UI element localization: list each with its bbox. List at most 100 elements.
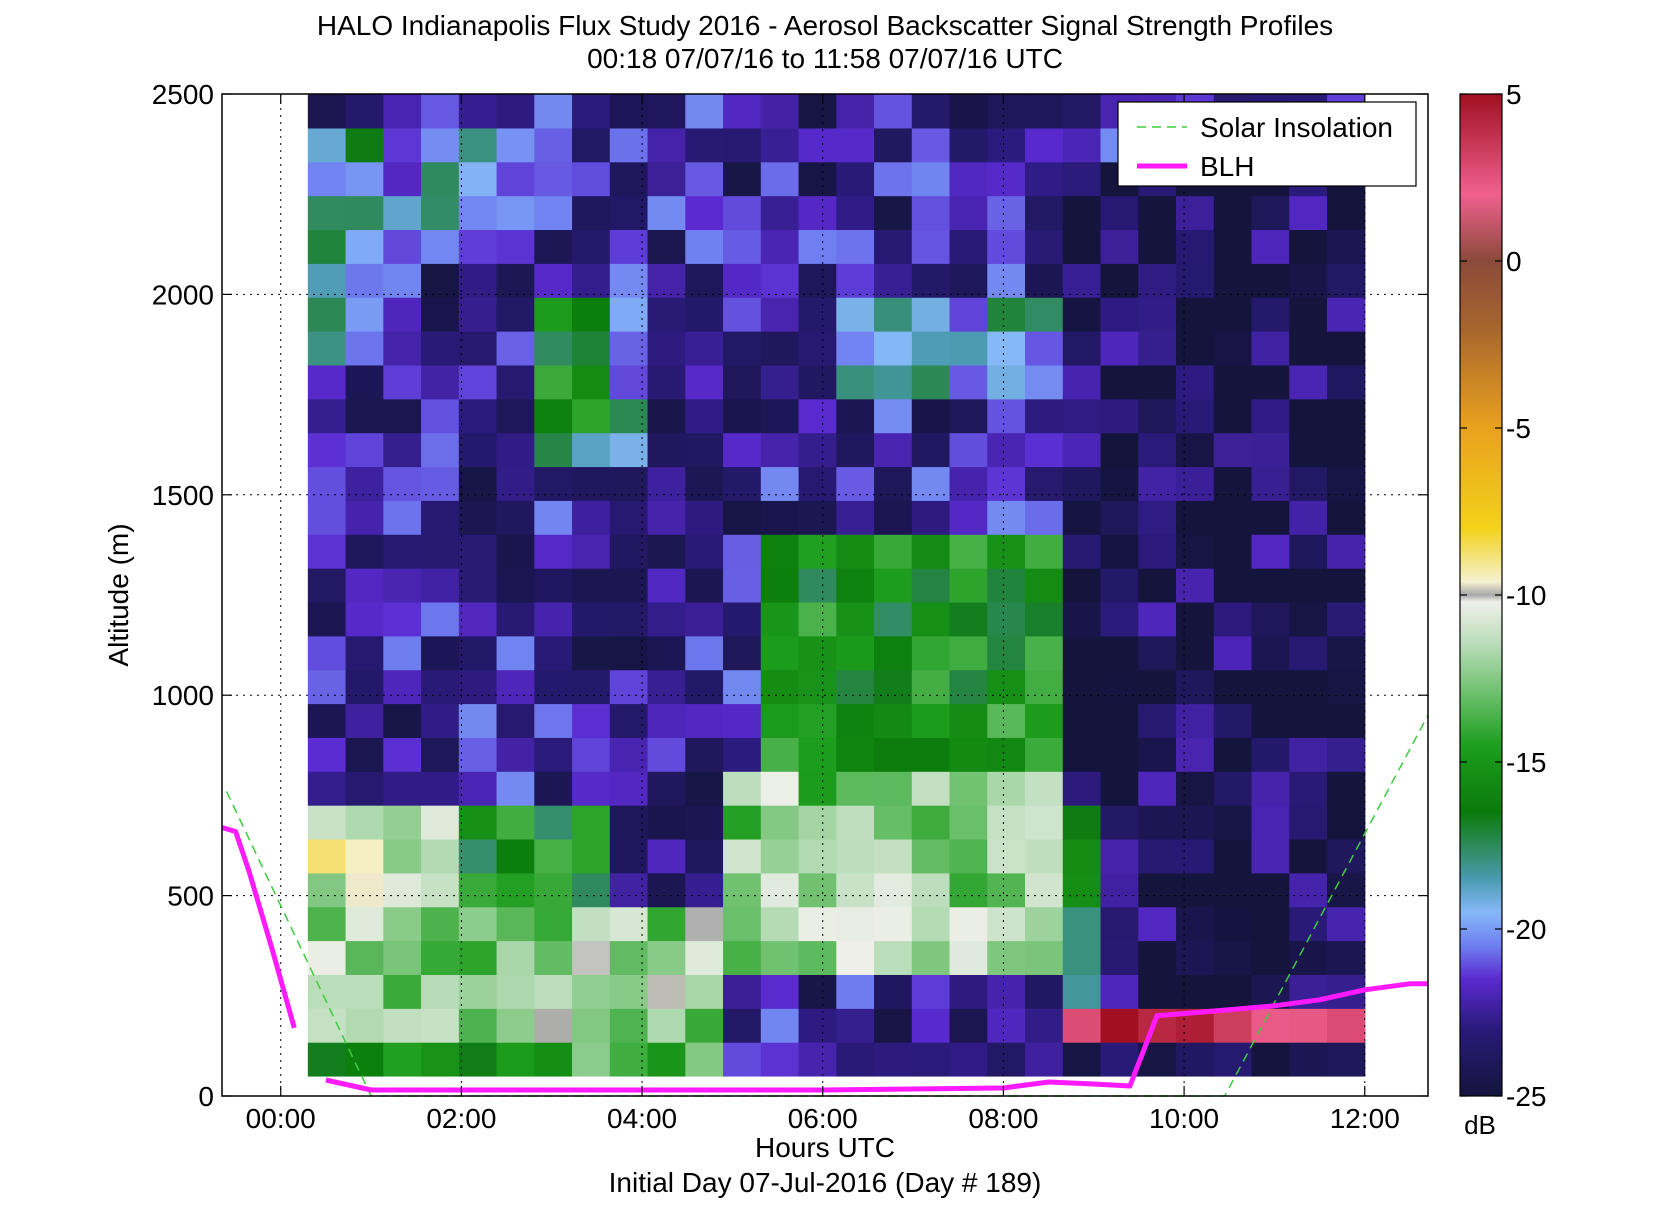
heatmap-cell bbox=[1251, 568, 1290, 603]
heatmap-cell bbox=[723, 940, 762, 975]
heatmap-cell bbox=[1062, 1042, 1102, 1077]
heatmap-cell bbox=[496, 838, 535, 874]
heatmap-cell bbox=[1176, 838, 1215, 874]
heatmap-cell bbox=[383, 229, 422, 264]
heatmap-cell bbox=[647, 127, 686, 163]
colorbar-tick-label: -20 bbox=[1506, 914, 1546, 945]
y-tick-label: 0 bbox=[198, 1081, 214, 1112]
heatmap-cell bbox=[1062, 398, 1102, 434]
heatmap-cell bbox=[345, 974, 384, 1009]
heatmap-cell bbox=[383, 500, 422, 535]
heatmap-cell bbox=[1251, 1042, 1290, 1077]
heatmap-cell bbox=[572, 534, 611, 569]
heatmap-cell bbox=[307, 872, 347, 908]
heatmap-cell bbox=[458, 1008, 498, 1043]
heatmap-cell bbox=[307, 263, 347, 298]
heatmap-cell bbox=[1138, 906, 1177, 942]
heatmap-cell bbox=[685, 669, 724, 705]
heatmap-cell bbox=[496, 669, 535, 705]
heatmap-cell bbox=[1289, 635, 1328, 671]
heatmap-cell bbox=[421, 635, 460, 671]
heatmap-cell bbox=[949, 568, 988, 603]
heatmap-cell bbox=[760, 1008, 800, 1043]
heatmap-cell bbox=[496, 297, 535, 332]
heatmap-cell bbox=[987, 229, 1026, 264]
heatmap-cell bbox=[1100, 601, 1139, 637]
legend: Solar Insolation BLH bbox=[1117, 101, 1417, 187]
heatmap-cell bbox=[421, 297, 460, 332]
heatmap-cell bbox=[496, 872, 535, 908]
heatmap-cell bbox=[874, 297, 913, 332]
heatmap-cell bbox=[949, 331, 988, 366]
heatmap-cell bbox=[383, 161, 422, 197]
x-tick-label: 10:00 bbox=[1149, 1103, 1219, 1134]
heatmap-cell bbox=[949, 1042, 988, 1077]
heatmap-cell bbox=[307, 974, 347, 1009]
heatmap-cell bbox=[1176, 872, 1215, 908]
heatmap-cell bbox=[496, 195, 535, 231]
heatmap-cell bbox=[1176, 805, 1215, 840]
heatmap-cell bbox=[345, 432, 384, 468]
heatmap-cell bbox=[1213, 229, 1253, 264]
heatmap-cell bbox=[836, 737, 875, 772]
heatmap-cell bbox=[911, 398, 951, 434]
heatmap-cell bbox=[836, 94, 875, 129]
heatmap-cell bbox=[1138, 805, 1177, 840]
heatmap-cell bbox=[458, 635, 498, 671]
heatmap-cell bbox=[874, 737, 913, 772]
heatmap-cell bbox=[1289, 534, 1328, 569]
heatmap-cell bbox=[1251, 1008, 1290, 1043]
heatmap-cell bbox=[1327, 432, 1366, 468]
heatmap-cell bbox=[685, 364, 724, 400]
heatmap-cell bbox=[1289, 940, 1328, 975]
heatmap-cell bbox=[723, 466, 762, 501]
heatmap-cell bbox=[572, 94, 611, 129]
heatmap-cell bbox=[874, 500, 913, 535]
heatmap-cell bbox=[987, 195, 1026, 231]
heatmap-cell bbox=[723, 805, 762, 840]
heatmap-cell bbox=[1213, 974, 1253, 1009]
heatmap-cell bbox=[798, 771, 837, 806]
heatmap-cell bbox=[1100, 703, 1139, 738]
heatmap-cell bbox=[836, 432, 875, 468]
heatmap-cell bbox=[723, 331, 762, 366]
heatmap-cell bbox=[421, 940, 460, 975]
heatmap-cell bbox=[647, 432, 686, 468]
heatmap-cell bbox=[345, 127, 384, 163]
heatmap-cell bbox=[685, 940, 724, 975]
heatmap-cell bbox=[987, 127, 1026, 163]
heatmap-cell bbox=[383, 94, 422, 129]
heatmap-cell bbox=[1327, 263, 1366, 298]
heatmap-cell bbox=[496, 940, 535, 975]
heatmap-cell bbox=[572, 838, 611, 874]
heatmap-cell bbox=[1327, 872, 1366, 908]
heatmap-cell bbox=[1251, 805, 1290, 840]
heatmap-cell bbox=[1176, 398, 1215, 434]
heatmap-cell bbox=[911, 1042, 951, 1077]
heatmap-cell bbox=[421, 127, 460, 163]
heatmap-cell bbox=[911, 737, 951, 772]
heatmap-cell bbox=[421, 94, 460, 129]
heatmap-cell bbox=[458, 669, 498, 705]
heatmap-cell bbox=[1025, 568, 1064, 603]
heatmap-cell bbox=[1062, 906, 1102, 942]
heatmap-cell bbox=[874, 127, 913, 163]
heatmap-cell bbox=[1062, 940, 1102, 975]
heatmap-cell bbox=[1251, 669, 1290, 705]
heatmap-cell bbox=[647, 398, 686, 434]
heatmap-cell bbox=[1025, 331, 1064, 366]
heatmap-cell bbox=[1100, 364, 1139, 400]
heatmap-cell bbox=[760, 398, 800, 434]
heatmap-cell bbox=[307, 398, 347, 434]
heatmap-cell bbox=[798, 161, 837, 197]
heatmap-cell bbox=[874, 805, 913, 840]
heatmap-cell bbox=[1289, 331, 1328, 366]
heatmap-cell bbox=[874, 432, 913, 468]
heatmap-cell bbox=[534, 398, 573, 434]
heatmap-cell bbox=[458, 466, 498, 501]
heatmap-cell bbox=[1289, 466, 1328, 501]
heatmap-cell bbox=[1100, 974, 1139, 1009]
heatmap-cell bbox=[1062, 805, 1102, 840]
heatmap-cell bbox=[572, 872, 611, 908]
